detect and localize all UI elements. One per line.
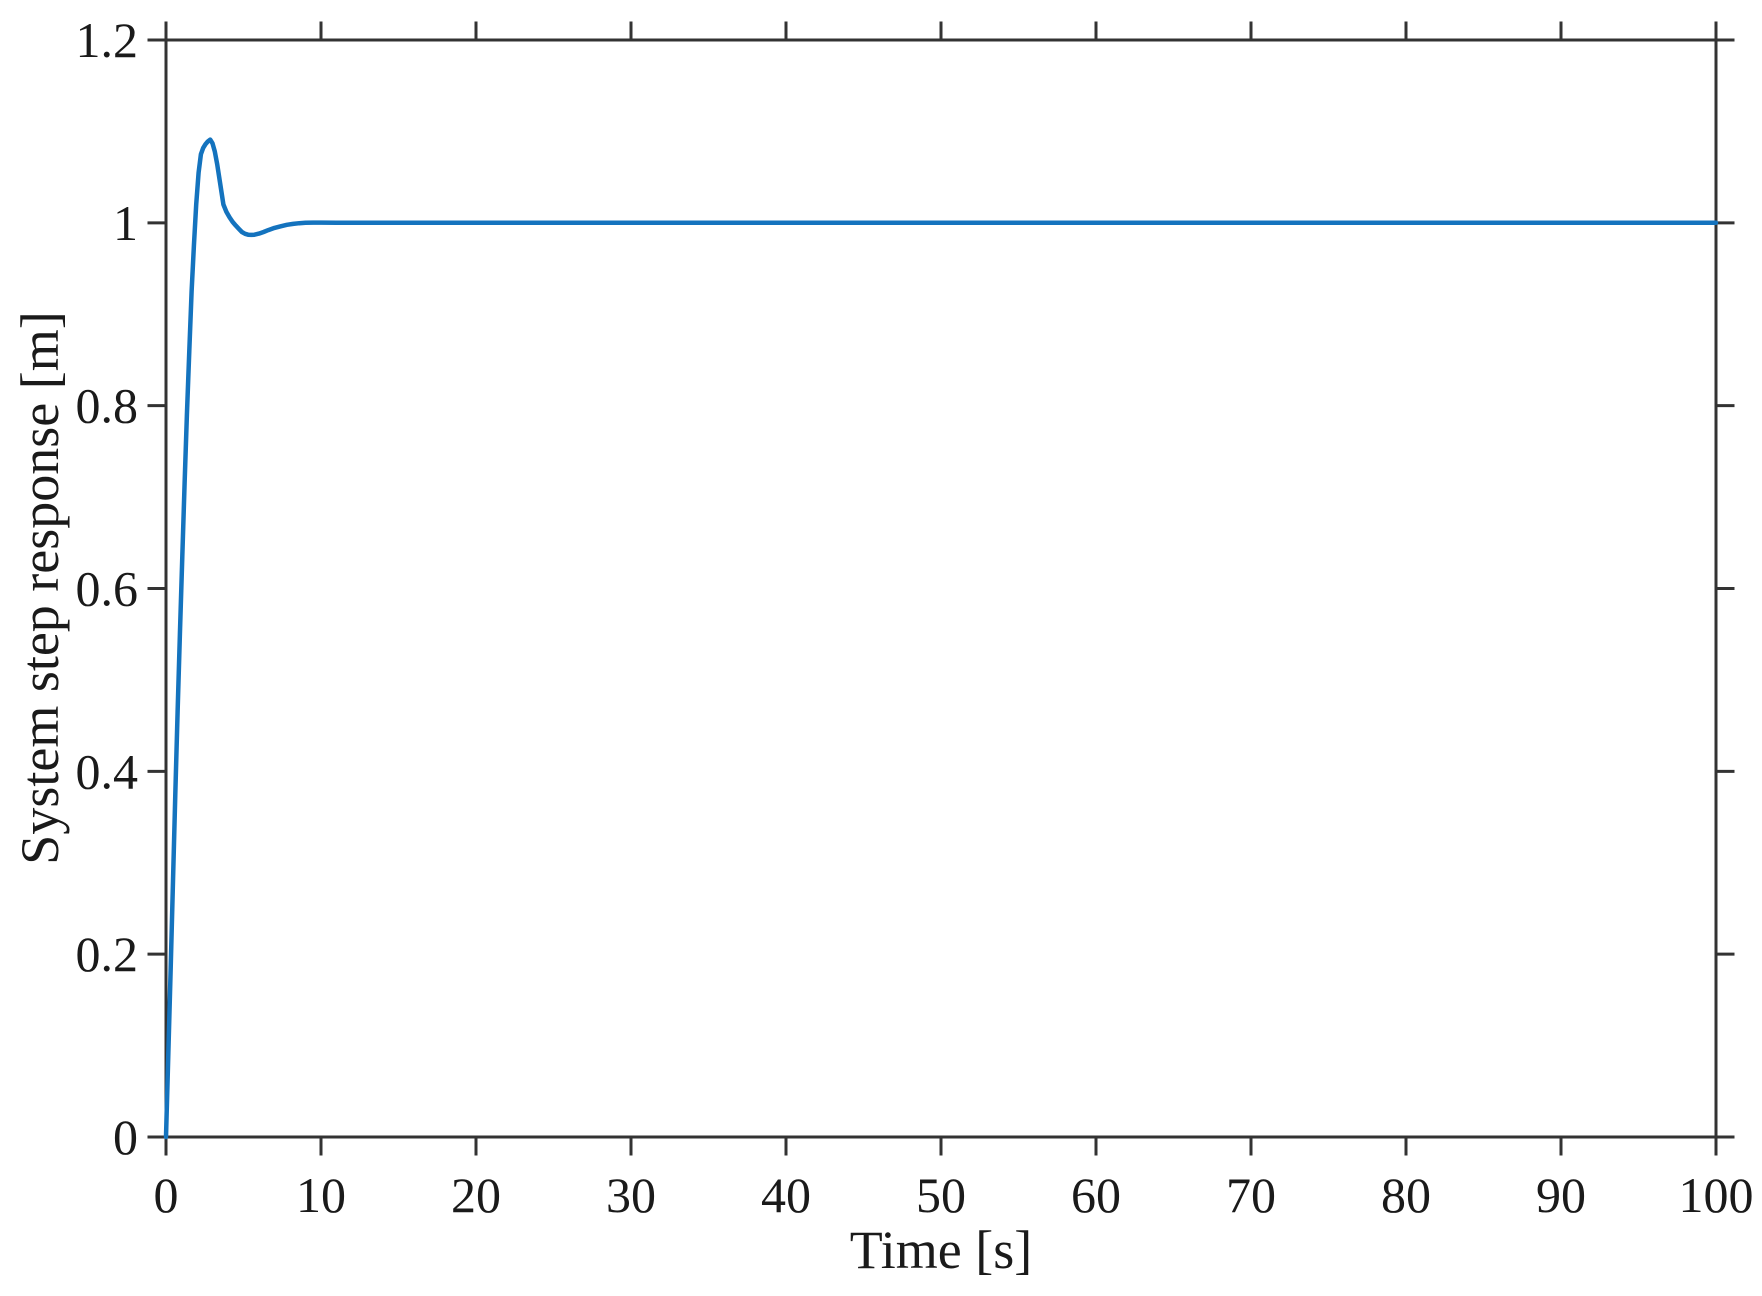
x-tick-label: 80	[1381, 1167, 1431, 1223]
plot-box	[164, 38, 1718, 1139]
y-tick-label: 1	[113, 195, 138, 251]
axis-tick-labels: 0 10 20 30 40 50 60 70 80 90 100 0 0.2 0.4 0.6 0.8 1 1.2	[76, 12, 1754, 1223]
x-tick-label: 70	[1226, 1167, 1276, 1223]
y-tick-label: 0.4	[76, 743, 139, 799]
x-tick-label: 40	[761, 1167, 811, 1223]
y-tick-label: 0.2	[76, 926, 139, 982]
axis-ticks	[147, 21, 1735, 1156]
x-tick-label: 60	[1071, 1167, 1121, 1223]
x-tick-label: 90	[1536, 1167, 1586, 1223]
x-tick-label: 0	[154, 1167, 179, 1223]
y-tick-label: 1.2	[76, 12, 139, 68]
series-line	[163, 137, 1719, 1140]
y-tick-label: 0.6	[76, 561, 139, 617]
y-tick-label: 0.8	[76, 378, 139, 434]
x-tick-label: 20	[451, 1167, 501, 1223]
y-axis-label: System step response [m]	[10, 311, 70, 864]
plot-box-outline	[164, 38, 1718, 1139]
x-tick-label: 10	[296, 1167, 346, 1223]
x-axis-label: Time [s]	[850, 1220, 1033, 1280]
y-tick-label: 0	[113, 1109, 138, 1165]
x-tick-label: 30	[606, 1167, 656, 1223]
x-tick-label: 100	[1679, 1167, 1754, 1223]
data-series	[163, 137, 1719, 1140]
x-tick-label: 50	[916, 1167, 966, 1223]
